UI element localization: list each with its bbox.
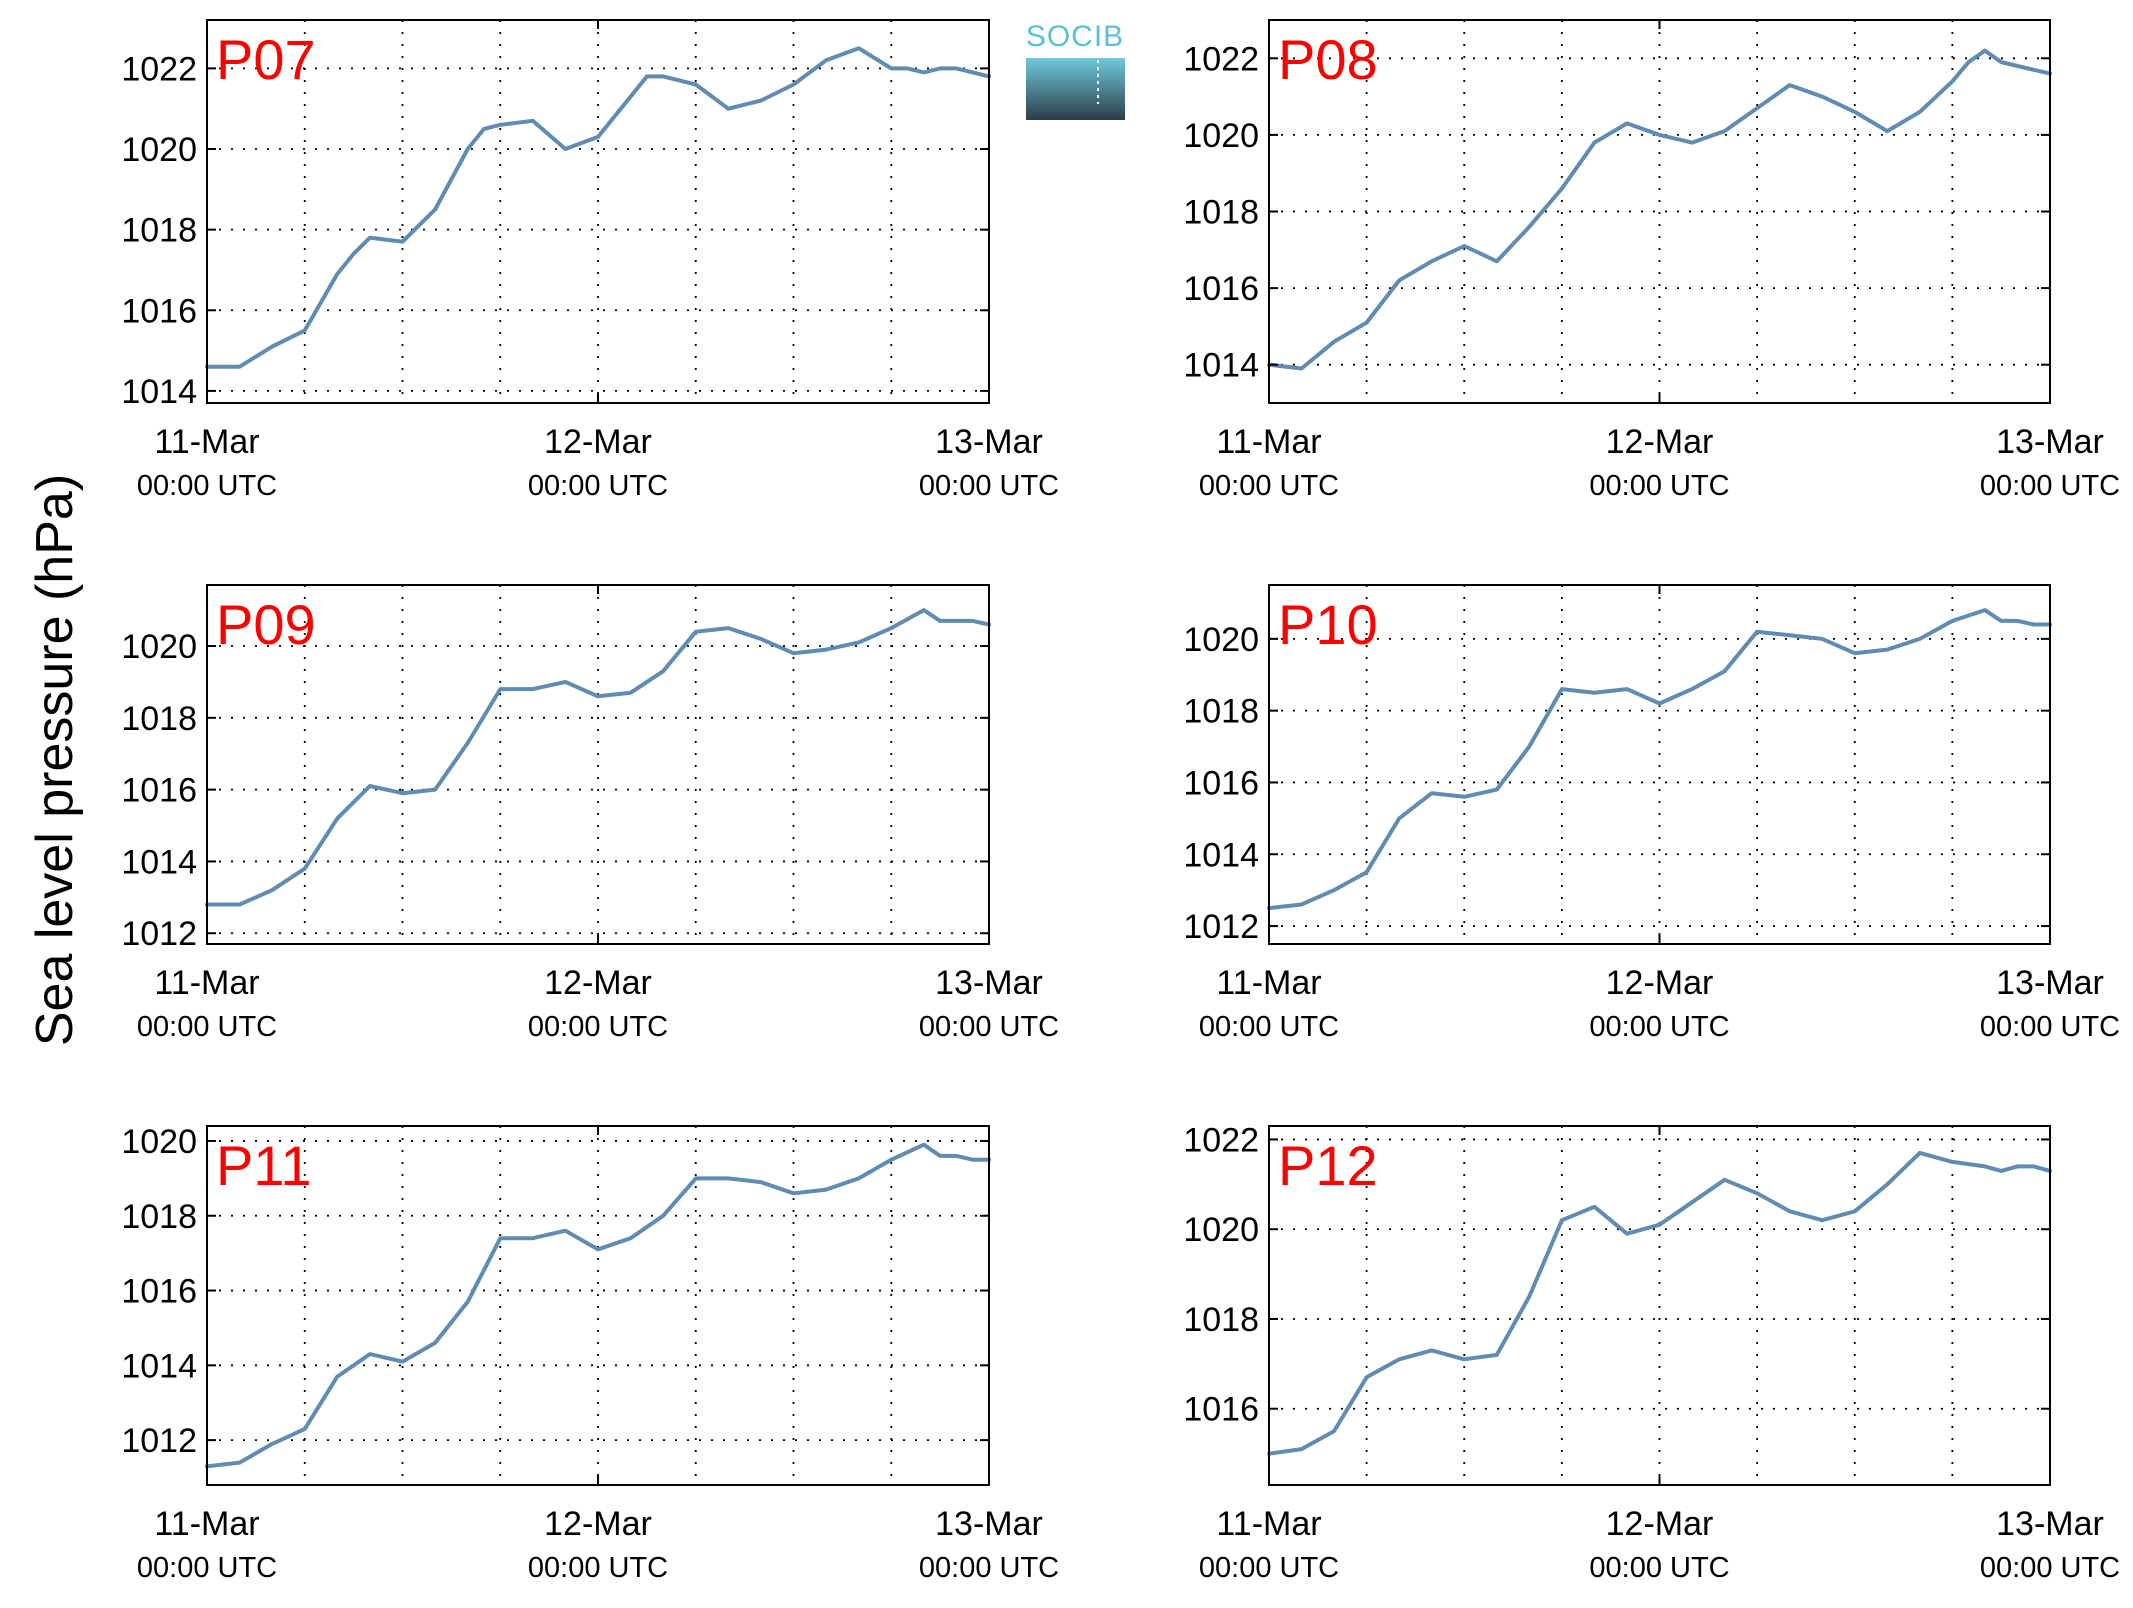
panel-title: P07 (216, 28, 316, 91)
panel-p09: 1012 1014 1016 1018 1020 11-Mar 00:00 UTC 12-Ma… (121, 584, 1059, 1043)
y-tick-label: 1014 (121, 1347, 197, 1385)
x-tick-label: 13-Mar (1996, 1505, 2104, 1543)
y-tick-label: 1016 (121, 1273, 197, 1311)
y-tick-label: 1014 (121, 373, 197, 411)
logo-block (1026, 58, 1125, 120)
x-tick-label: 11-Mar (1216, 1505, 1321, 1543)
x-tick-sublabel: 00:00 UTC (1199, 470, 1339, 502)
x-tick-label: 12-Mar (544, 964, 652, 1002)
panel-title: P12 (1278, 1134, 1378, 1197)
x-tick-label: 13-Mar (935, 1505, 1043, 1543)
series-line (205, 608, 991, 907)
y-tick-label: 1016 (1183, 1391, 1259, 1429)
x-tick-sublabel: 00:00 UTC (528, 1552, 668, 1584)
logo-text: SOCIB (1026, 20, 1124, 53)
panel-p11: 1012 1014 1016 1018 1020 11-Mar 00:00 UTC 12-Ma… (121, 1123, 1059, 1584)
x-tick-sublabel: 00:00 UTC (919, 1011, 1059, 1043)
x-tick-label: 11-Mar (1216, 423, 1321, 461)
x-tick-sublabel: 00:00 UTC (919, 470, 1059, 502)
x-tick-sublabel: 00:00 UTC (137, 1552, 277, 1584)
x-tick-sublabel: 00:00 UTC (1589, 470, 1729, 502)
x-tick-label: 11-Mar (154, 964, 259, 1002)
x-tick-label: 12-Mar (1606, 964, 1714, 1002)
x-tick-sublabel: 00:00 UTC (528, 1011, 668, 1043)
y-tick-label: 1012 (121, 915, 197, 953)
x-tick-sublabel: 00:00 UTC (137, 1011, 277, 1043)
panel-p08: 1014 1016 1018 1020 1022 11-Mar 00:00 UTC 12-Ma… (1183, 19, 2120, 502)
y-tick-label: 1018 (1183, 1301, 1259, 1339)
plot-frame (1268, 584, 2051, 945)
panel-p07: 1014 1016 1018 1020 1022 11-Mar 00:00 UTC 12-Ma… (121, 19, 1059, 502)
x-tick-label: 12-Mar (1606, 1505, 1714, 1543)
socib-logo: SOCIB (1026, 20, 1125, 120)
x-tick-label: 11-Mar (154, 1505, 259, 1543)
series-line (1267, 608, 2052, 911)
x-tick-label: 13-Mar (1996, 964, 2104, 1002)
panel-title: P08 (1278, 28, 1378, 91)
y-tick-label: 1016 (121, 292, 197, 330)
plot-frame (1268, 1125, 2051, 1486)
y-tick-label: 1018 (121, 1198, 197, 1236)
y-tick-label: 1020 (1183, 1211, 1259, 1249)
y-tick-label: 1020 (121, 1123, 197, 1161)
y-tick-label: 1014 (1183, 836, 1259, 874)
x-tick-sublabel: 00:00 UTC (1199, 1011, 1339, 1043)
y-tick-label: 1012 (121, 1422, 197, 1460)
x-tick-label: 11-Mar (1216, 964, 1321, 1002)
panel-title: P09 (216, 593, 316, 656)
y-tick-label: 1012 (1183, 908, 1259, 946)
panel-p10: 1012 1014 1016 1018 1020 11-Mar 00:00 UTC 12-Ma… (1183, 584, 2120, 1043)
y-tick-label: 1016 (1183, 270, 1259, 308)
x-tick-label: 12-Mar (544, 1505, 652, 1543)
x-tick-sublabel: 00:00 UTC (1980, 470, 2120, 502)
series-line (1267, 48, 2052, 371)
y-tick-label: 1014 (1183, 347, 1259, 385)
x-tick-sublabel: 00:00 UTC (137, 470, 277, 502)
x-tick-label: 12-Mar (544, 423, 652, 461)
y-tick-label: 1022 (1183, 1121, 1259, 1159)
x-tick-sublabel: 00:00 UTC (919, 1552, 1059, 1584)
panel-title: P10 (1278, 593, 1378, 656)
x-tick-sublabel: 00:00 UTC (1199, 1552, 1339, 1584)
panels: 1014 1016 1018 1020 1022 11-Mar 00:00 UTC 12-Ma… (121, 19, 2120, 1584)
series-line (1267, 1150, 2052, 1456)
y-tick-label: 1020 (1183, 621, 1259, 659)
panel-p12: 1016 1018 1020 1022 11-Mar 00:00 UTC 12-Mar 00:… (1183, 1121, 2120, 1584)
plot-frame (206, 1125, 990, 1486)
y-tick-label: 1018 (121, 212, 197, 250)
y-tick-label: 1018 (1183, 194, 1259, 232)
x-tick-sublabel: 00:00 UTC (1589, 1011, 1729, 1043)
x-tick-sublabel: 00:00 UTC (1980, 1011, 2120, 1043)
x-tick-label: 13-Mar (1996, 423, 2104, 461)
y-tick-label: 1016 (1183, 764, 1259, 802)
y-tick-label: 1022 (1183, 40, 1259, 78)
y-tick-label: 1022 (121, 50, 197, 88)
x-tick-sublabel: 00:00 UTC (1980, 1552, 2120, 1584)
x-tick-label: 13-Mar (935, 964, 1043, 1002)
x-tick-label: 13-Mar (935, 423, 1043, 461)
y-tick-label: 1018 (121, 700, 197, 738)
x-tick-label: 11-Mar (154, 423, 259, 461)
series-line (205, 46, 991, 369)
y-tick-label: 1020 (121, 628, 197, 666)
y-axis-label: Sea level pressure (hPa) (26, 474, 84, 1046)
y-tick-label: 1014 (121, 843, 197, 881)
series-line (205, 1142, 991, 1469)
y-tick-label: 1016 (121, 772, 197, 810)
y-tick-label: 1018 (1183, 693, 1259, 731)
panel-title: P11 (216, 1134, 311, 1197)
x-tick-label: 12-Mar (1606, 423, 1714, 461)
x-tick-sublabel: 00:00 UTC (528, 470, 668, 502)
x-tick-sublabel: 00:00 UTC (1589, 1552, 1729, 1584)
y-tick-label: 1020 (1183, 117, 1259, 155)
y-tick-label: 1020 (121, 131, 197, 169)
